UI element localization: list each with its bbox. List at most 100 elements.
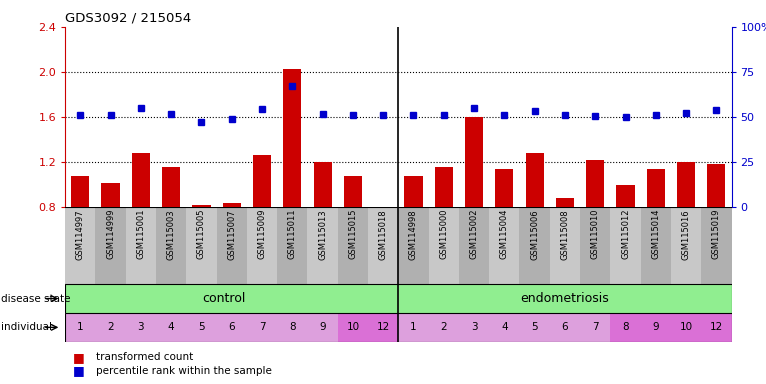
- Text: ■: ■: [73, 351, 84, 364]
- Bar: [550, 313, 580, 342]
- Text: 4: 4: [501, 322, 508, 333]
- Bar: [253, 156, 271, 207]
- Text: 8: 8: [622, 322, 629, 333]
- Bar: [671, 313, 701, 342]
- Text: 9: 9: [653, 322, 659, 333]
- Bar: [671, 207, 701, 284]
- Bar: [398, 284, 732, 313]
- Bar: [307, 207, 338, 284]
- Text: 2: 2: [440, 322, 447, 333]
- Text: transformed count: transformed count: [96, 352, 193, 362]
- Bar: [701, 313, 732, 342]
- Text: 9: 9: [319, 322, 326, 333]
- Text: GSM115001: GSM115001: [136, 209, 146, 260]
- Bar: [65, 207, 96, 284]
- Text: GSM114997: GSM114997: [76, 209, 85, 260]
- Bar: [429, 313, 459, 342]
- Text: GSM114999: GSM114999: [106, 209, 115, 260]
- Bar: [132, 153, 150, 207]
- Bar: [701, 207, 732, 284]
- Bar: [556, 198, 574, 207]
- Bar: [247, 313, 277, 342]
- Text: GSM115011: GSM115011: [288, 209, 296, 260]
- Bar: [186, 207, 217, 284]
- Bar: [404, 176, 423, 207]
- Bar: [71, 176, 90, 207]
- Text: GSM115019: GSM115019: [712, 209, 721, 260]
- Bar: [277, 313, 307, 342]
- Bar: [217, 207, 247, 284]
- Bar: [344, 176, 362, 207]
- Bar: [519, 313, 550, 342]
- Bar: [489, 313, 519, 342]
- Bar: [338, 313, 368, 342]
- Text: 5: 5: [198, 322, 205, 333]
- Bar: [489, 207, 519, 284]
- Bar: [192, 205, 211, 207]
- Bar: [586, 160, 604, 207]
- Bar: [459, 207, 489, 284]
- Text: 3: 3: [471, 322, 477, 333]
- Text: GSM115004: GSM115004: [500, 209, 509, 260]
- Bar: [162, 167, 180, 207]
- Text: ■: ■: [73, 364, 84, 377]
- Bar: [611, 207, 640, 284]
- Text: GSM115002: GSM115002: [470, 209, 479, 260]
- Bar: [368, 313, 398, 342]
- Bar: [459, 313, 489, 342]
- Text: GSM115014: GSM115014: [651, 209, 660, 260]
- Bar: [434, 167, 453, 207]
- Text: 1: 1: [410, 322, 417, 333]
- Text: GSM115005: GSM115005: [197, 209, 206, 260]
- Text: percentile rank within the sample: percentile rank within the sample: [96, 366, 272, 376]
- Text: 6: 6: [228, 322, 235, 333]
- Bar: [550, 207, 580, 284]
- Bar: [307, 313, 338, 342]
- Text: control: control: [202, 292, 246, 305]
- Bar: [640, 207, 671, 284]
- Bar: [429, 207, 459, 284]
- Text: 3: 3: [138, 322, 144, 333]
- Text: GDS3092 / 215054: GDS3092 / 215054: [65, 12, 192, 25]
- Bar: [101, 182, 119, 207]
- Text: GSM115000: GSM115000: [439, 209, 448, 260]
- Text: GSM115006: GSM115006: [530, 209, 539, 260]
- Bar: [65, 313, 96, 342]
- Text: GSM114998: GSM114998: [409, 209, 418, 260]
- Bar: [580, 207, 611, 284]
- Text: endometriosis: endometriosis: [521, 292, 609, 305]
- Bar: [707, 164, 725, 207]
- Bar: [186, 313, 217, 342]
- Bar: [96, 207, 126, 284]
- Text: GSM115008: GSM115008: [561, 209, 569, 260]
- Bar: [640, 313, 671, 342]
- Text: GSM115003: GSM115003: [167, 209, 175, 260]
- Bar: [525, 153, 544, 207]
- Text: individual: individual: [1, 322, 52, 333]
- Text: GSM115016: GSM115016: [682, 209, 691, 260]
- Bar: [313, 162, 332, 207]
- Text: 1: 1: [77, 322, 83, 333]
- Text: 4: 4: [168, 322, 175, 333]
- Text: 7: 7: [259, 322, 265, 333]
- Bar: [65, 284, 398, 313]
- Text: disease state: disease state: [1, 293, 70, 304]
- Text: 6: 6: [561, 322, 568, 333]
- Text: 2: 2: [107, 322, 114, 333]
- Bar: [677, 162, 696, 207]
- Bar: [338, 207, 368, 284]
- Bar: [398, 313, 429, 342]
- Bar: [368, 207, 398, 284]
- Bar: [223, 203, 241, 207]
- Text: GSM115015: GSM115015: [349, 209, 358, 260]
- Text: 12: 12: [377, 322, 390, 333]
- Bar: [519, 207, 550, 284]
- Bar: [217, 313, 247, 342]
- Text: GSM115018: GSM115018: [378, 209, 388, 260]
- Bar: [126, 313, 156, 342]
- Bar: [126, 207, 156, 284]
- Bar: [647, 169, 665, 207]
- Bar: [156, 313, 186, 342]
- Bar: [611, 313, 640, 342]
- Text: GSM115007: GSM115007: [228, 209, 236, 260]
